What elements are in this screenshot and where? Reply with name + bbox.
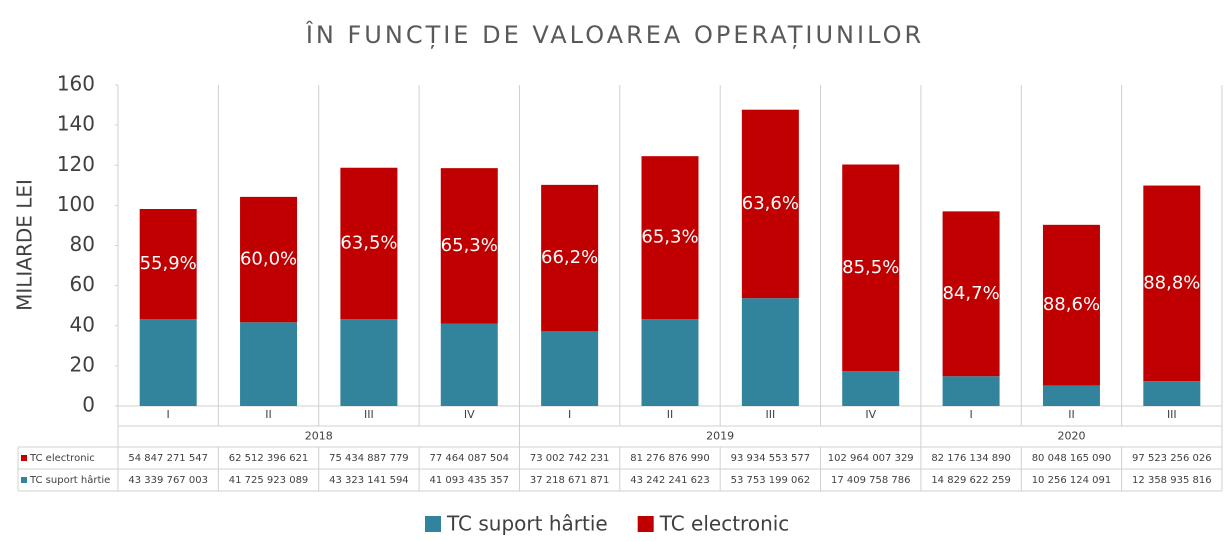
table-cell: 62 512 396 621 xyxy=(229,453,309,464)
bar-segment xyxy=(741,298,799,406)
y-tick-label: 80 xyxy=(70,232,95,256)
table-row-label: TC suport hârtie xyxy=(29,474,110,486)
year-label: 2019 xyxy=(706,430,734,443)
year-label: 2018 xyxy=(305,430,333,443)
share-label: 66,2% xyxy=(541,247,598,268)
bar-segment xyxy=(139,319,197,406)
table-cell: 53 753 199 062 xyxy=(731,475,811,486)
table-cell: 41 725 923 089 xyxy=(229,475,309,486)
y-tick-label: 40 xyxy=(70,312,95,336)
y-tick-label: 60 xyxy=(70,272,95,296)
legend-label: TC electronic xyxy=(659,512,790,536)
bar-segment xyxy=(240,322,298,406)
bar-segment xyxy=(1143,185,1201,382)
bar-segment xyxy=(1042,224,1100,386)
x-tick-label: III xyxy=(364,408,374,421)
share-label: 63,6% xyxy=(742,193,799,214)
share-label: 88,6% xyxy=(1043,294,1100,315)
x-tick-label: II xyxy=(265,408,272,421)
bar-segment xyxy=(541,331,599,406)
y-tick-label: 100 xyxy=(57,192,95,216)
bar-segment xyxy=(842,371,900,406)
table-cell: 80 048 165 090 xyxy=(1032,453,1112,464)
table-cell: 12 358 935 816 xyxy=(1132,475,1212,486)
bar-segment xyxy=(641,156,699,320)
table-cell: 54 847 271 547 xyxy=(128,453,208,464)
share-label: 85,5% xyxy=(842,257,899,278)
x-tick-label: III xyxy=(765,408,775,421)
bar-segment xyxy=(842,164,900,372)
legend-key xyxy=(425,516,441,532)
x-tick-label: II xyxy=(667,408,674,421)
bar-segment xyxy=(340,167,398,320)
bar-segment xyxy=(1143,381,1201,406)
chart-title: ÎN FUNCȚIE DE VALOAREA OPERAȚIUNILOR xyxy=(305,20,924,49)
bar-segment xyxy=(440,323,498,406)
table-legend-key xyxy=(21,455,27,461)
table-cell: 43 339 767 003 xyxy=(128,475,208,486)
share-label: 63,5% xyxy=(340,232,397,253)
x-tick-label: I xyxy=(969,408,972,421)
share-label: 65,3% xyxy=(441,235,498,256)
y-tick-label: 120 xyxy=(57,152,95,176)
bar-segment xyxy=(1042,385,1100,406)
bar-segment xyxy=(541,184,599,332)
share-label: 60,0% xyxy=(240,249,297,270)
table-cell: 97 523 256 026 xyxy=(1132,453,1212,464)
legend-key xyxy=(637,516,654,532)
table-cell: 75 434 887 779 xyxy=(329,453,409,464)
table-cell: 17 409 758 786 xyxy=(831,475,911,486)
table-cell: 73 002 742 231 xyxy=(530,453,610,464)
table-row-label: TC electronic xyxy=(29,453,95,464)
bar-segment xyxy=(942,211,1000,377)
bar-segment xyxy=(440,168,498,324)
y-axis-title: MILIARDE LEI xyxy=(13,179,37,311)
share-label: 88,8% xyxy=(1143,272,1200,293)
bar-segment xyxy=(340,319,398,406)
table-cell: 93 934 553 577 xyxy=(731,453,811,464)
table-cell: 102 964 007 329 xyxy=(828,453,914,464)
table-legend-key xyxy=(21,477,27,483)
table-cell: 37 218 671 871 xyxy=(530,475,610,486)
bar-segment xyxy=(139,209,197,320)
share-label: 55,9% xyxy=(140,253,197,274)
x-tick-label: I xyxy=(568,408,571,421)
year-label: 2020 xyxy=(1057,430,1085,443)
x-tick-label: I xyxy=(167,408,170,421)
y-tick-label: 160 xyxy=(57,72,95,96)
table-cell: 82 176 134 890 xyxy=(931,453,1011,464)
share-label: 65,3% xyxy=(641,227,698,248)
bar-segment xyxy=(240,196,298,323)
share-label: 84,7% xyxy=(942,283,999,304)
legend-label: TC suport hârtie xyxy=(446,512,608,536)
y-tick-label: 20 xyxy=(70,352,95,376)
table-cell: 43 242 241 623 xyxy=(630,475,710,486)
bar-segment xyxy=(641,319,699,406)
table-cell: 41 093 435 357 xyxy=(430,475,510,486)
x-tick-label: III xyxy=(1167,408,1177,421)
table-cell: 81 276 876 990 xyxy=(630,453,710,464)
table-cell: 10 256 124 091 xyxy=(1032,475,1112,486)
y-tick-label: 0 xyxy=(82,393,95,417)
x-tick-label: II xyxy=(1068,408,1075,421)
bar-segment xyxy=(741,109,799,299)
table-cell: 77 464 087 504 xyxy=(430,453,510,464)
table-cell: 43 323 141 594 xyxy=(329,475,409,486)
y-tick-label: 140 xyxy=(57,112,95,136)
table-cell: 14 829 622 259 xyxy=(931,475,1011,486)
x-tick-label: IV xyxy=(464,408,475,421)
bar-segment xyxy=(942,376,1000,406)
x-tick-label: IV xyxy=(865,408,876,421)
